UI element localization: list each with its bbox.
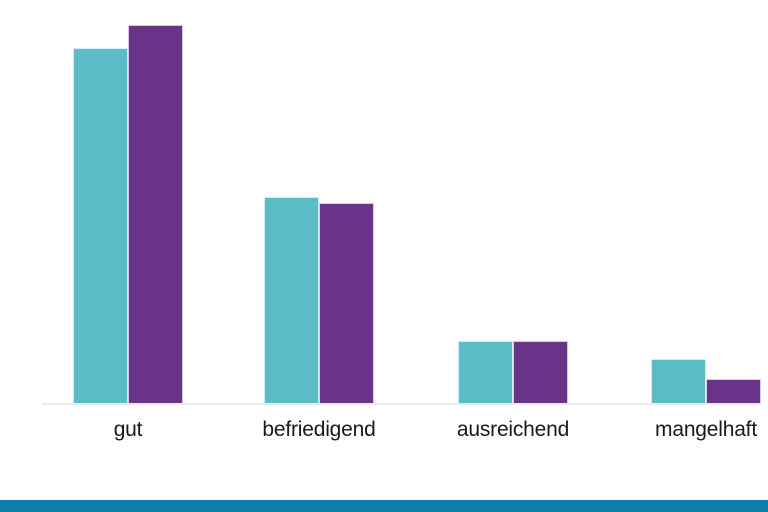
x-axis-label-befriedigend: befriedigend — [262, 418, 376, 441]
bar-series-2-purple-befriedigend — [319, 203, 374, 404]
bar-series-1-teal-ausreichend — [458, 341, 513, 404]
x-axis-label-ausreichend: ausreichend — [456, 418, 570, 441]
footer-accent-bar — [0, 500, 768, 512]
bar-series-2-purple-ausreichend — [513, 341, 568, 404]
x-axis-label-gut: gut — [113, 418, 143, 441]
bar-series-1-teal-gut — [73, 48, 128, 404]
x-axis-label-mangelhaft: mangelhaft — [655, 418, 757, 441]
bar-series-2-purple-mangelhaft — [706, 379, 761, 404]
bar-series-1-teal-mangelhaft — [651, 359, 706, 404]
x-axis-line — [42, 403, 761, 405]
bar-series-1-teal-befriedigend — [264, 197, 319, 404]
bar-series-2-purple-gut — [128, 25, 183, 404]
